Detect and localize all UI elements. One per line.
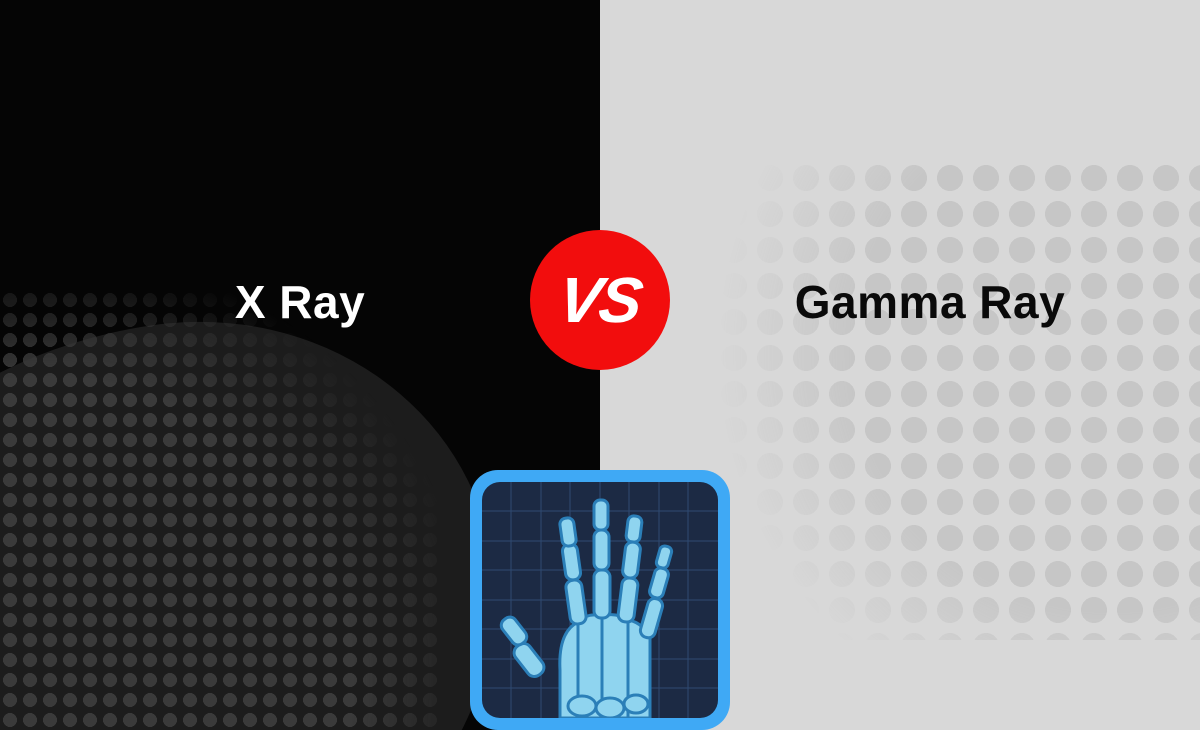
vs-text: VS [554, 263, 646, 337]
comparison-canvas: X Ray Gamma Ray VS [0, 0, 1200, 730]
xray-hand-icon [470, 470, 730, 730]
vs-badge: VS [530, 230, 670, 370]
left-label: X Ray [0, 275, 600, 329]
right-label: Gamma Ray [600, 275, 1200, 329]
xray-panel [482, 482, 718, 718]
left-halftone-pattern [0, 290, 440, 730]
hand-bones [498, 500, 672, 718]
xray-hand-svg [482, 482, 718, 718]
right-halftone-pattern [680, 160, 1200, 640]
